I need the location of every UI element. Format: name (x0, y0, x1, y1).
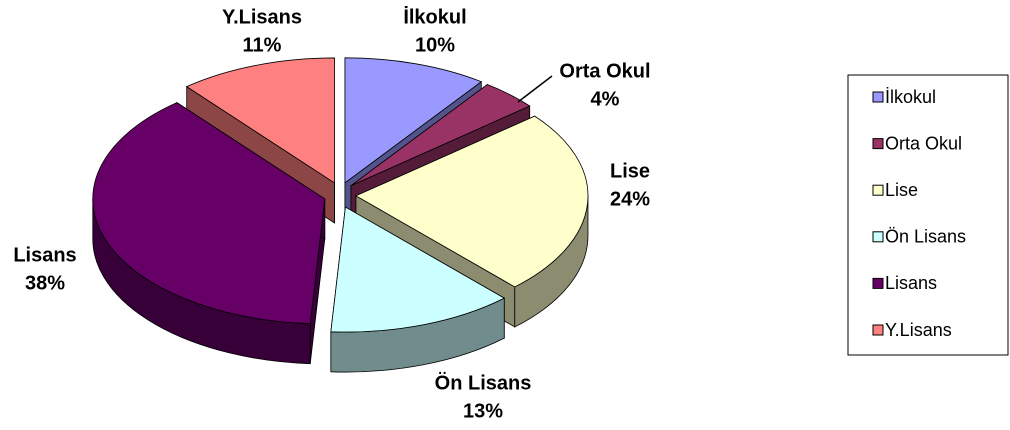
category-label: Orta Okul (559, 60, 650, 82)
legend: İlkokul Orta Okul Lise Ön Lisans Lisans Y.Lis… (872, 87, 966, 340)
legend-box (847, 74, 1009, 356)
legend-label: Orta Okul (885, 133, 962, 153)
category-label: Ön Lisans (435, 371, 532, 394)
slice (330, 206, 506, 373)
value-label: 10% (415, 34, 455, 56)
slice-top (355, 115, 589, 288)
leader-line (517, 75, 553, 103)
legend-swatch (872, 231, 884, 243)
legend-swatch (872, 324, 884, 336)
legend-label: Lisans (885, 273, 937, 293)
category-label: Lisans (13, 244, 76, 266)
value-label: 4% (591, 88, 620, 110)
category-label: Y.Lisans (222, 6, 302, 28)
value-label: 11% (243, 34, 282, 56)
legend-label: Lise (885, 180, 918, 200)
legend-swatch (872, 277, 884, 289)
value-label: 13% (463, 400, 503, 422)
category-label: İlkokul (403, 5, 466, 28)
data-labels: İlkokul 10% Orta Okul 4% Lise 24% Ön Lisans 13%… (13, 5, 650, 422)
legend-label: Y.Lisans (885, 320, 952, 340)
value-label: 24% (610, 188, 650, 210)
pie (92, 57, 589, 373)
slice-top (185, 57, 335, 184)
slice-top (350, 84, 531, 187)
value-label: 38% (25, 272, 65, 294)
legend-label: Ön Lisans (885, 227, 966, 247)
slice-top (92, 102, 326, 325)
slice (92, 101, 326, 365)
legend-label: İlkokul (885, 87, 936, 107)
legend-swatch (872, 91, 884, 103)
slice-top (344, 57, 483, 184)
slice-top (330, 206, 506, 333)
legend-swatch (872, 138, 884, 150)
legend-swatch (872, 184, 884, 196)
category-label: Lise (610, 160, 650, 182)
